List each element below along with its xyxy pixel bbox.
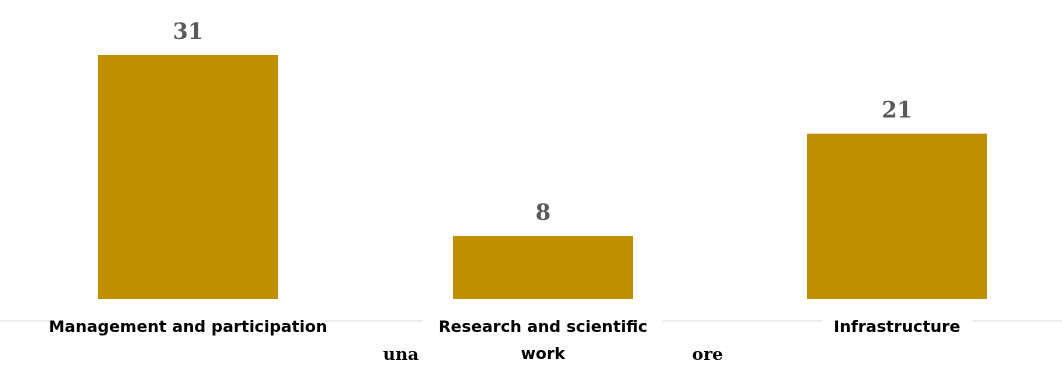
- category-label-1: Management and participation: [49, 317, 328, 336]
- bars: 31 8 21: [98, 19, 987, 299]
- category-label-2: Research and scientific work: [438, 317, 647, 363]
- bar-1: [98, 55, 278, 299]
- axis-title-fragment-right: ore: [692, 345, 723, 365]
- category-label-backdrop-2: [423, 311, 663, 367]
- category-label-3: Infrastructure: [834, 317, 961, 336]
- bar-2: [453, 236, 633, 299]
- axis-title-fragment-left: una: [383, 345, 419, 365]
- category-label-backdrop-3: [822, 311, 972, 341]
- bar-3: [807, 133, 987, 299]
- category-labels: Management and participation Research and…: [49, 311, 972, 367]
- data-label-2: 8: [535, 200, 550, 226]
- category-label-backdrop-1: [53, 311, 323, 341]
- partially-hidden-axis-title: una ore: [383, 345, 723, 365]
- data-label-3: 21: [882, 98, 913, 124]
- data-label-1: 31: [173, 19, 204, 45]
